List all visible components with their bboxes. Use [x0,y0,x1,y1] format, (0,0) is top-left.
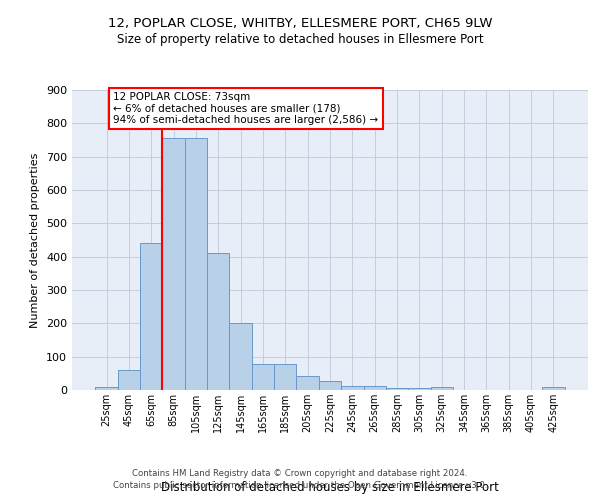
Bar [207,254,229,390]
Bar [252,364,274,390]
Bar [386,388,408,390]
Text: 12 POPLAR CLOSE: 73sqm
← 6% of detached houses are smaller (178)
94% of semi-det: 12 POPLAR CLOSE: 73sqm ← 6% of detached … [113,92,379,125]
Bar [163,138,185,390]
Bar [274,364,296,390]
Text: Size of property relative to detached houses in Ellesmere Port: Size of property relative to detached ho… [116,32,484,46]
Bar [431,386,453,390]
Bar [364,386,386,390]
Text: Contains public sector information licensed under the Open Government Licence v3: Contains public sector information licen… [113,481,487,490]
Text: Contains HM Land Registry data © Crown copyright and database right 2024.: Contains HM Land Registry data © Crown c… [132,468,468,477]
Bar [140,244,163,390]
Bar [296,376,319,390]
Bar [542,388,565,390]
Bar [95,386,118,390]
Bar [229,324,252,390]
Bar [319,381,341,390]
Text: 12, POPLAR CLOSE, WHITBY, ELLESMERE PORT, CH65 9LW: 12, POPLAR CLOSE, WHITBY, ELLESMERE PORT… [108,18,492,30]
Bar [408,388,431,390]
Y-axis label: Number of detached properties: Number of detached properties [31,152,40,328]
X-axis label: Distribution of detached houses by size in Ellesmere Port: Distribution of detached houses by size … [161,481,499,494]
Bar [185,138,207,390]
Bar [118,370,140,390]
Bar [341,386,364,390]
